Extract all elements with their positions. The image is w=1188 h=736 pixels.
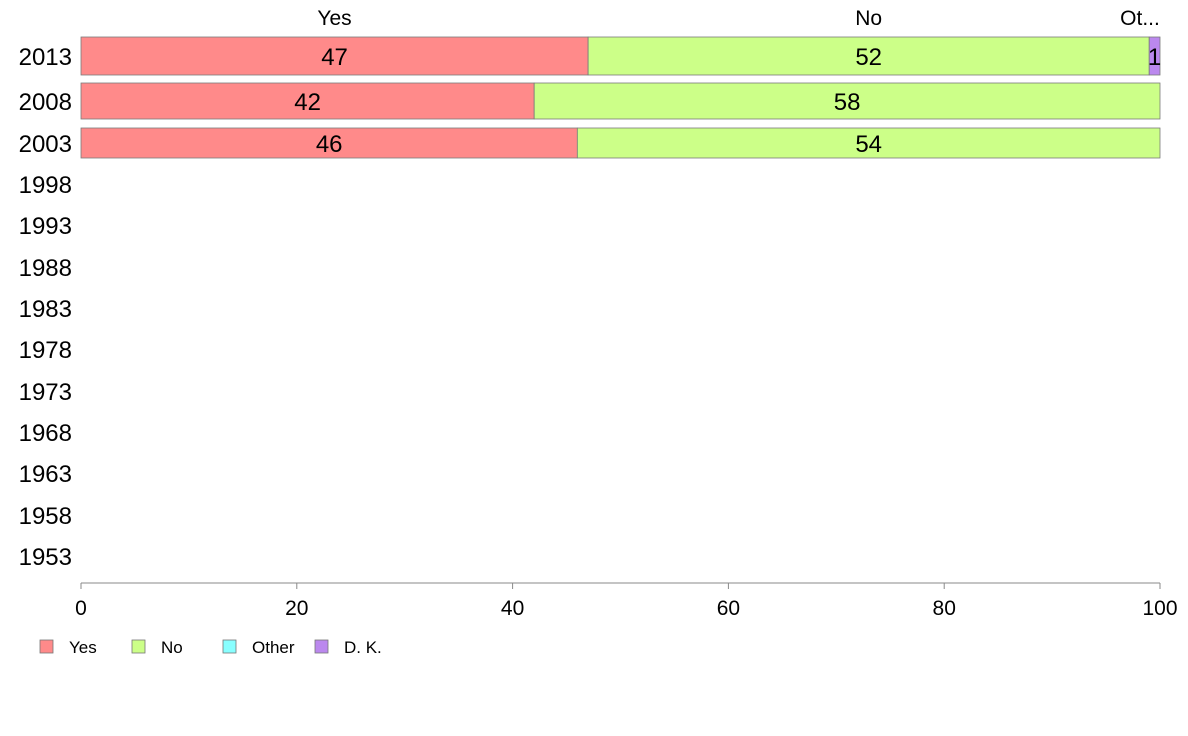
legend-swatch (39, 639, 54, 654)
category-label: 2013 (19, 44, 72, 71)
category-label: 1953 (19, 544, 72, 571)
category-label: 1988 (19, 255, 72, 282)
category-label: 2003 (19, 131, 72, 158)
legend-label: D. K. (344, 638, 382, 657)
category-labels: 2013 2008 2003 1998 1993 1988 1983 1978 1973 1968… (19, 44, 72, 571)
category-label: 1973 (19, 379, 72, 406)
column-label: Yes (317, 7, 351, 30)
bar-segment (80, 127, 578, 159)
category-label: 1958 (19, 503, 72, 530)
x-tick-label: 0 (75, 597, 87, 620)
bar-segment (576, 127, 1161, 159)
bar-value-label: 58 (834, 89, 861, 116)
bar-value-label: 47 (321, 44, 348, 71)
column-label: No (855, 7, 882, 30)
bar-segment (1148, 36, 1161, 76)
category-label: 1983 (19, 296, 72, 323)
x-tick-label: 20 (285, 597, 308, 620)
category-label: 1978 (19, 337, 72, 364)
bar-segment (533, 82, 1161, 120)
legend-swatch (314, 639, 329, 654)
category-label: 1963 (19, 461, 72, 488)
legend-label: No (161, 638, 183, 657)
bar-value-label: 1 (1148, 44, 1161, 71)
legend: Yes No Other D. K. (39, 638, 382, 657)
category-label: 1993 (19, 213, 72, 240)
category-label: 1968 (19, 420, 72, 447)
x-tick-label: 60 (717, 597, 740, 620)
bar-value-label: 42 (294, 89, 321, 116)
bar-value-label: 52 (855, 44, 882, 71)
column-labels: Yes No Ot... (317, 7, 1159, 30)
bar-value-label: 54 (855, 131, 882, 158)
x-axis: 0 20 40 60 80 100 (75, 582, 1178, 620)
legend-swatch (222, 639, 237, 654)
bars: 47 52 1 42 58 46 54 (80, 36, 1161, 159)
column-label: Ot... (1120, 7, 1160, 30)
legend-swatch (131, 639, 146, 654)
legend-label: Other (252, 638, 295, 657)
x-tick-label: 100 (1142, 597, 1177, 620)
legend-label: Yes (69, 638, 97, 657)
category-label: 1998 (19, 172, 72, 199)
bar-value-label: 46 (316, 131, 343, 158)
x-tick-label: 80 (933, 597, 956, 620)
x-tick-label: 40 (501, 597, 524, 620)
bar-segment (80, 36, 589, 76)
category-label: 2008 (19, 89, 72, 116)
bar-segment (587, 36, 1150, 76)
